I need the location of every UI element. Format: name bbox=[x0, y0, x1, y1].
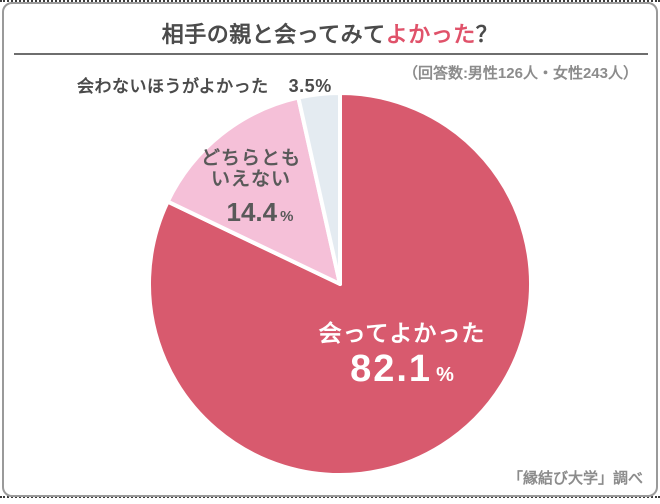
neutral-value-unit: % bbox=[280, 208, 294, 226]
pie-slice-2 bbox=[296, 91, 342, 286]
page-title: 相手の親と会ってみてよかった？ bbox=[4, 17, 656, 49]
neutral-label-line2: いえない bbox=[210, 168, 291, 190]
neutral-value: 14.4% bbox=[195, 198, 325, 226]
title-prefix: 相手の親と会ってみて bbox=[161, 22, 386, 47]
pie-chart bbox=[147, 91, 533, 477]
label-worse-text: 会わないほうがよかった bbox=[77, 77, 269, 96]
source-credit: 「縁結び大学」調べ bbox=[507, 470, 643, 487]
worse-value-number: 3.5 bbox=[288, 76, 316, 96]
respondents-note: （回答数:男性126人・女性243人） bbox=[402, 65, 638, 82]
title-divider bbox=[14, 53, 648, 55]
neutral-value-number: 14.4 bbox=[226, 197, 278, 228]
main-label-text: 会ってよかった bbox=[318, 320, 486, 346]
top-dotted-rule bbox=[0, 0, 660, 2]
label-worse-value: 3.5% bbox=[289, 76, 332, 96]
label-segment-worse: 会わないほうがよかった 3.5% bbox=[77, 72, 332, 97]
title-suffix: ？ bbox=[475, 22, 499, 47]
survey-card: 相手の親と会ってみてよかった？ （回答数:男性126人・女性243人） 会わない… bbox=[2, 2, 658, 497]
bottom-dotted-rule bbox=[0, 496, 660, 498]
title-highlight: よかった bbox=[385, 22, 476, 47]
label-segment-main: 会ってよかった 82.1% bbox=[288, 314, 516, 388]
pie-slice-1 bbox=[165, 95, 342, 286]
neutral-label-line1: どちらとも bbox=[200, 148, 301, 169]
main-value-number: 82.1 bbox=[350, 348, 433, 390]
worse-value-unit: % bbox=[315, 76, 332, 96]
label-segment-neutral: どちらとも いえない 14.4% bbox=[177, 148, 325, 226]
main-value-unit: % bbox=[436, 364, 454, 386]
main-value: 82.1% bbox=[288, 350, 516, 388]
